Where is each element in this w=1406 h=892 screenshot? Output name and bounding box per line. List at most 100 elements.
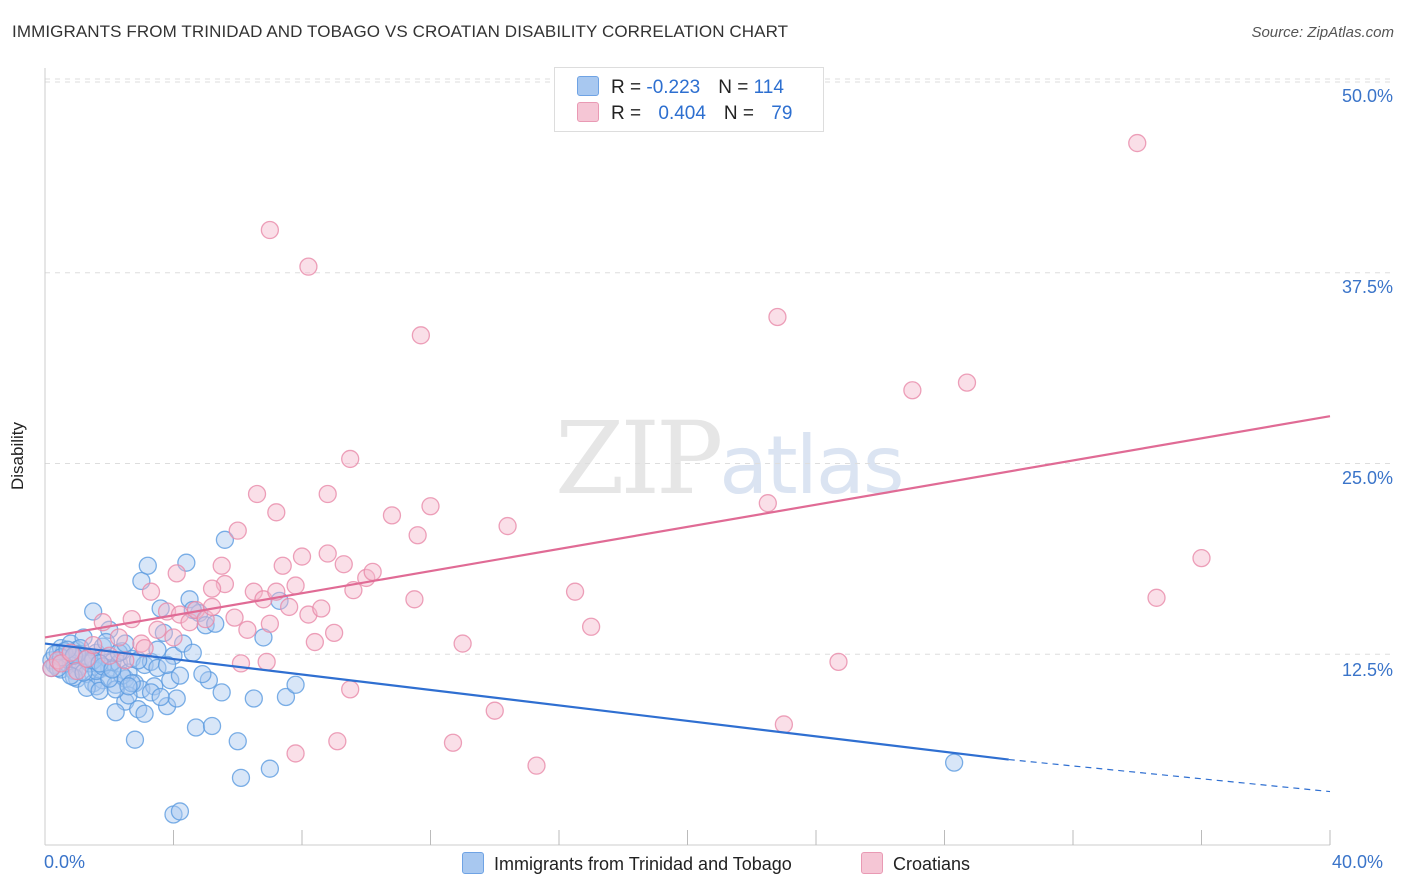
data-point — [225, 608, 244, 627]
legend-r-label: R = — [611, 77, 647, 98]
data-point — [1128, 133, 1147, 153]
watermark-zip: ZIP — [555, 400, 723, 517]
data-point — [74, 663, 93, 682]
chart-title: IMMIGRANTS FROM TRINIDAD AND TOBAGO VS C… — [12, 22, 789, 41]
data-point — [286, 675, 305, 694]
data-point — [231, 654, 251, 673]
legend-swatch — [462, 852, 484, 874]
data-point — [244, 582, 263, 601]
data-point — [411, 326, 431, 345]
x-tick-min: 0.0% — [44, 852, 86, 872]
watermark: ZIPatlas — [555, 400, 905, 517]
series-immigrants-points — [42, 530, 964, 824]
data-point — [453, 634, 472, 653]
data-point — [405, 590, 424, 609]
y-tick-50: 50.0% — [1341, 86, 1393, 106]
legend-r-value: 0.404 — [658, 103, 706, 124]
data-point — [141, 683, 161, 702]
legend-row-immigrants: R = -0.223 N = 114 — [577, 76, 784, 100]
data-point — [443, 733, 463, 752]
data-point — [186, 718, 206, 737]
data-point — [212, 556, 231, 575]
data-point — [164, 628, 183, 647]
legend-item-immigrants: Immigrants from Trinidad and Tobago — [462, 852, 792, 875]
data-point — [334, 555, 353, 574]
data-point — [324, 623, 344, 643]
legend-n-label: N = — [718, 77, 754, 98]
data-point — [161, 671, 180, 690]
data-point — [363, 562, 382, 581]
data-point — [193, 664, 212, 684]
data-point — [202, 716, 222, 736]
y-tick-25: 25.0% — [1341, 468, 1393, 488]
legend-swatch — [861, 852, 883, 874]
data-point — [122, 610, 141, 629]
source-label: Source: ZipAtlas.com — [1251, 24, 1394, 41]
data-point — [267, 503, 286, 522]
data-point — [903, 381, 922, 400]
data-point — [167, 689, 186, 708]
data-point — [1192, 548, 1211, 568]
data-point — [231, 768, 251, 788]
trend-lines — [44, 415, 1331, 793]
data-point — [141, 582, 161, 601]
data-point — [74, 628, 93, 647]
data-point — [408, 526, 427, 545]
data-point — [260, 220, 280, 240]
data-point — [247, 484, 267, 504]
data-point — [565, 582, 585, 601]
data-point — [90, 681, 109, 701]
data-point — [305, 632, 325, 652]
data-point — [273, 556, 292, 575]
stats-legend: R = -0.223 N = 114 R = 0.404 N = 79 — [554, 67, 824, 132]
data-point — [122, 674, 141, 693]
data-point — [260, 614, 280, 633]
data-point — [157, 696, 177, 716]
data-point — [498, 516, 517, 536]
data-point — [238, 620, 257, 639]
y-tick-37-5: 37.5% — [1341, 277, 1393, 297]
data-point — [170, 802, 190, 821]
legend-swatch-croatians — [577, 102, 599, 122]
data-point — [527, 756, 546, 775]
series-croatians-points — [42, 133, 1211, 775]
data-point — [829, 652, 848, 672]
watermark-atlas: atlas — [719, 419, 904, 512]
data-point — [148, 620, 167, 639]
legend-label: Immigrants from Trinidad and Tobago — [494, 854, 792, 874]
data-point — [382, 506, 402, 525]
data-point — [312, 599, 331, 618]
legend-item-croatians: Croatians — [861, 852, 970, 875]
data-point — [341, 680, 360, 699]
data-point — [106, 703, 125, 722]
data-point — [119, 677, 138, 696]
data-point — [318, 484, 337, 504]
data-point — [67, 661, 87, 681]
data-point — [183, 643, 202, 662]
data-point — [1147, 588, 1166, 607]
legend-swatch-immigrants — [577, 76, 599, 96]
legend-r-label: R = — [611, 103, 647, 124]
legend-label: Croatians — [893, 854, 971, 874]
x-tick-max: 40.0% — [1332, 852, 1384, 872]
trend-line-croatians — [44, 415, 1331, 639]
legend-row-croatians: R = 0.404 N = 79 — [577, 102, 792, 126]
legend-n-value: 79 — [771, 103, 793, 124]
data-point — [257, 652, 276, 672]
data-point — [212, 683, 231, 702]
data-point — [276, 687, 296, 707]
data-point — [286, 744, 305, 763]
data-point — [341, 449, 360, 469]
data-point — [286, 576, 305, 595]
data-point — [138, 556, 157, 575]
data-point — [299, 257, 318, 276]
data-point — [151, 687, 170, 707]
data-point — [116, 651, 135, 670]
data-point — [328, 732, 347, 751]
data-point — [61, 643, 80, 662]
legend-r-value: -0.223 — [646, 77, 701, 98]
legend-n-label: N = — [723, 103, 760, 124]
data-point — [581, 617, 601, 636]
grid-lines — [45, 78, 1393, 655]
